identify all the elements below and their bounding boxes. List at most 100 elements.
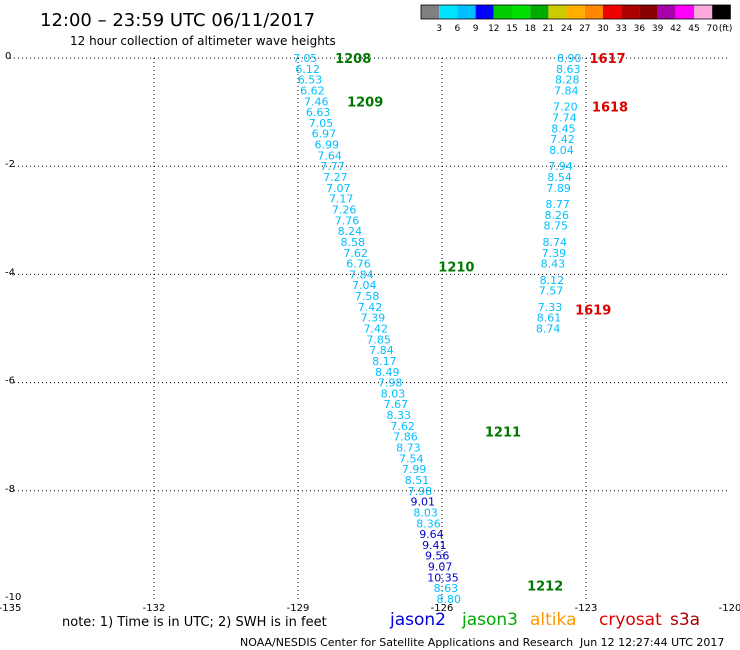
- swh-value-label: 9.41: [422, 539, 447, 552]
- swh-value-label: 7.74: [552, 112, 577, 125]
- swh-value-label: 7.26: [332, 203, 357, 216]
- swh-value-label: 8.17: [372, 355, 397, 368]
- note-text: note: 1) Time is in UTC; 2) SWH is in fe…: [62, 615, 327, 630]
- y-tick-label: -6: [5, 376, 15, 387]
- satellite-legend: jason2 jason3 altika cryosat s3a: [389, 610, 700, 630]
- swh-value-label: 8.24: [338, 225, 363, 238]
- swh-value-label: 7.84: [349, 268, 374, 281]
- colorbar-tick-label: 30: [597, 24, 609, 34]
- swh-value-label: 7.99: [402, 463, 427, 476]
- footer-timestamp: Jun 12 12:27:44 UTC 2017: [579, 636, 724, 649]
- colorbar-tick-label: 3: [436, 24, 442, 34]
- colorbar-tick-label: 45: [688, 24, 699, 34]
- swh-value-label: 8.61: [537, 312, 562, 325]
- colorbar-tick-label: 27: [579, 24, 590, 34]
- colorbar-tick-label: 36: [634, 24, 646, 34]
- swh-value-label: 8.43: [541, 258, 566, 271]
- pass-time-label: 1619: [575, 304, 611, 319]
- swh-value-label: 6.62: [300, 84, 325, 97]
- colorbar-swatch: [457, 5, 476, 19]
- color-scale-bar: 3 6 9 12 15 18 21 24 27 30 33 36 39 42 45 70 (ft): [420, 4, 733, 34]
- swh-value-label: 7.42: [358, 301, 383, 314]
- legend-s3a: s3a: [670, 610, 700, 630]
- y-tick-label: 0: [5, 51, 11, 62]
- plot-grid: [10, 57, 730, 599]
- swh-value-label: 7.39: [361, 312, 386, 325]
- swh-value-label: 7.84: [554, 84, 579, 97]
- pass-time-label: 1208: [335, 52, 371, 67]
- colorbar-swatch: [512, 5, 531, 19]
- colorbar-swatch: [493, 5, 512, 19]
- swh-value-label: 8.28: [555, 74, 580, 87]
- chart-subtitle: 12 hour collection of altimeter wave hei…: [70, 34, 336, 48]
- swh-value-label: 7.62: [343, 247, 368, 260]
- swh-value-label: 7.67: [384, 398, 409, 411]
- swh-value-label: 10.35: [427, 571, 459, 584]
- colorbar-swatch: [566, 5, 585, 19]
- colorbar-tick-label: 42: [670, 24, 681, 34]
- colorbar-swatch: [657, 5, 676, 19]
- swh-value-label: 6.63: [306, 106, 331, 119]
- swh-value-label: 7.33: [538, 301, 563, 314]
- colorbar-tick-label: 33: [615, 24, 626, 34]
- swh-value-label: 8.33: [387, 409, 412, 422]
- swh-value-label: 8.03: [381, 387, 406, 400]
- legend-cryosat: cryosat: [599, 610, 662, 630]
- swh-value-label: 8.73: [396, 442, 421, 455]
- swh-value-label: 8.03: [413, 506, 438, 519]
- colorbar-swatch: [439, 5, 458, 19]
- swh-value-label: 7.46: [304, 95, 329, 108]
- colorbar-swatch: [584, 5, 603, 19]
- colorbar-swatch: [548, 5, 567, 19]
- data-points: 7.056.126.536.627.466.637.056.976.997.64…: [293, 52, 582, 606]
- pass-time-label: 1209: [347, 95, 383, 110]
- colorbar-swatch: [530, 5, 549, 19]
- y-tick-label: -2: [5, 159, 15, 170]
- swh-value-label: 7.27: [323, 171, 348, 184]
- swh-value-label: 6.53: [298, 74, 323, 87]
- swh-value-label: 8.75: [544, 220, 569, 233]
- swh-value-label: 7.54: [399, 452, 424, 465]
- pass-time-label: 1618: [592, 101, 628, 116]
- x-tick-label: -132: [143, 603, 166, 614]
- swh-value-label: 8.54: [547, 171, 572, 184]
- swh-value-label: 7.94: [548, 160, 573, 173]
- pass-time-label: 1617: [590, 52, 626, 67]
- swh-value-label: 8.04: [549, 144, 574, 157]
- swh-value-label: 7.84: [369, 344, 394, 357]
- swh-value-label: 7.85: [366, 333, 391, 346]
- colorbar-tick-label: 18: [524, 24, 536, 34]
- swh-value-label: 8.51: [405, 474, 430, 487]
- pass-time-label: 1211: [485, 425, 521, 440]
- colorbar-tick-label: 24: [561, 24, 573, 34]
- colorbar-tick-label: 6: [455, 24, 461, 34]
- swh-value-label: 8.49: [375, 366, 400, 379]
- x-tick-label: -126: [431, 603, 454, 614]
- swh-value-label: 6.12: [295, 63, 320, 76]
- y-tick-label: -4: [5, 267, 15, 278]
- colorbar-tick-label: 12: [488, 24, 499, 34]
- swh-value-label: 7.42: [364, 323, 389, 336]
- swh-value-label: 6.99: [315, 139, 340, 152]
- colorbar-tick-label: 39: [652, 24, 664, 34]
- x-tick-label: -123: [575, 603, 598, 614]
- x-tick-label: -129: [287, 603, 310, 614]
- swh-value-label: 8.36: [416, 517, 441, 530]
- swh-value-label: 7.05: [293, 52, 318, 65]
- colorbar-tick-label: 15: [506, 24, 517, 34]
- colorbar-swatch: [603, 5, 622, 19]
- swh-value-label: 7.07: [326, 182, 351, 195]
- chart-title: 12:00 – 23:59 UTC 06/11/2017: [40, 10, 315, 31]
- swh-value-label: 8.45: [551, 122, 576, 135]
- swh-value-label: 7.42: [550, 133, 575, 146]
- swh-value-label: 7.76: [335, 214, 360, 227]
- colorbar-unit: (ft): [719, 24, 733, 34]
- axis-ticks: 0 -2 -4 -6 -8 -10-135 -132 -129 -126 -123 -120: [0, 51, 740, 614]
- colorbar-swatch: [712, 5, 731, 19]
- swh-value-label: 9.56: [425, 550, 450, 563]
- swh-value-label: 7.77: [320, 160, 345, 173]
- x-tick-label: -135: [0, 603, 21, 614]
- colorbar-swatch: [675, 5, 694, 19]
- swh-value-label: 7.62: [390, 420, 415, 433]
